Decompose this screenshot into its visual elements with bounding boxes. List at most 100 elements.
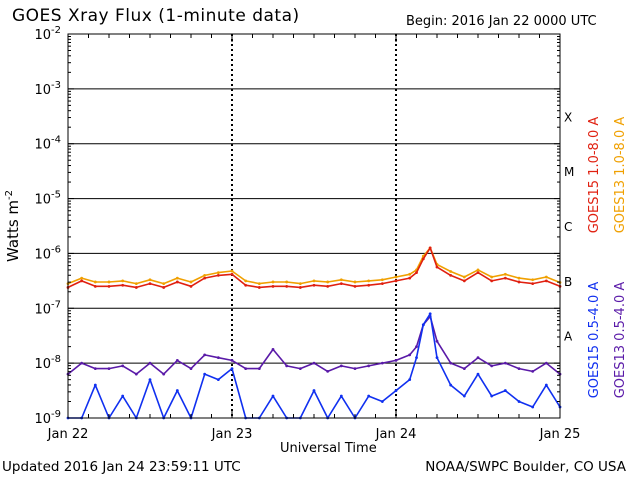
y-tick-label-1e-8: 10-8 — [34, 354, 61, 372]
data-point — [462, 367, 466, 371]
data-point — [93, 280, 97, 284]
data-point — [93, 284, 97, 288]
data-point — [93, 367, 97, 371]
data-point — [531, 282, 535, 285]
data-point — [285, 364, 289, 368]
data-point — [339, 278, 343, 282]
data-point — [428, 312, 432, 316]
data-point — [175, 389, 179, 392]
y-tick-label-1e-9: 10-9 — [34, 409, 61, 427]
data-point — [189, 280, 193, 284]
data-point — [134, 286, 138, 289]
chart-grid — [68, 34, 560, 418]
data-point — [353, 280, 357, 284]
data-point — [312, 389, 316, 392]
data-point — [415, 271, 418, 275]
legend-entry-goes15-0-5-4-0-a: GOES15 0.5-4.0 A — [587, 282, 602, 399]
data-point — [380, 282, 384, 285]
data-point — [490, 275, 494, 279]
data-point — [517, 400, 521, 403]
data-point — [216, 273, 220, 277]
data-point — [394, 359, 398, 362]
data-point — [449, 361, 453, 365]
data-point — [148, 378, 152, 381]
data-point — [107, 284, 111, 288]
data-point — [175, 276, 179, 280]
data-point — [230, 367, 234, 371]
data-point — [203, 273, 207, 277]
series-layer — [66, 246, 562, 420]
data-point — [203, 372, 207, 376]
data-point — [435, 265, 439, 269]
x-tick-label-jan-22: Jan 22 — [47, 427, 89, 442]
y-tick-label-1e-4: 10-4 — [34, 135, 61, 153]
data-point — [257, 282, 261, 285]
data-point — [544, 275, 548, 279]
x-tick-label-jan-24: Jan 24 — [375, 427, 417, 442]
data-point — [230, 269, 234, 273]
data-point — [421, 257, 425, 261]
data-point — [490, 394, 494, 398]
data-point — [503, 276, 507, 280]
data-point — [367, 283, 371, 287]
data-point — [148, 278, 152, 282]
data-point — [244, 367, 248, 371]
flare-class-m: M — [564, 165, 574, 179]
data-point — [326, 369, 330, 373]
data-point — [257, 286, 261, 289]
data-point — [421, 323, 425, 327]
data-point — [428, 246, 432, 250]
data-point — [367, 364, 371, 368]
data-point — [339, 282, 343, 285]
data-point — [312, 361, 316, 365]
x-tick-label-jan-25: Jan 25 — [539, 427, 581, 442]
legend-entry-goes13-1-0-8-0-a: GOES13 1.0-8.0 A — [613, 117, 628, 234]
data-point — [148, 361, 152, 365]
data-point — [339, 364, 343, 368]
data-point — [449, 270, 453, 273]
data-point — [134, 372, 138, 376]
data-point — [326, 284, 330, 288]
data-point — [394, 389, 398, 392]
data-point — [162, 372, 166, 376]
data-point — [162, 282, 166, 285]
data-point — [121, 364, 125, 368]
data-point — [544, 361, 548, 365]
y-tick-label-1e-6: 10-6 — [34, 244, 61, 262]
flare-class-a: A — [564, 330, 573, 344]
data-point — [339, 394, 343, 398]
y-tick-label-1e-5: 10-5 — [34, 190, 61, 208]
data-point — [298, 286, 302, 289]
data-point — [476, 268, 480, 272]
data-point — [298, 282, 302, 285]
data-point — [544, 383, 548, 387]
legend-entry-goes13-0-5-4-0-a: GOES13 0.5-4.0 A — [613, 282, 628, 399]
data-point — [503, 389, 507, 392]
data-point — [415, 345, 418, 349]
data-point — [394, 275, 398, 279]
data-point — [175, 280, 179, 284]
data-point — [503, 272, 507, 276]
data-point — [230, 359, 234, 362]
data-point — [435, 356, 439, 360]
data-point — [408, 378, 412, 381]
data-point — [462, 394, 466, 398]
data-point — [476, 372, 480, 376]
data-point — [394, 279, 398, 283]
data-point — [244, 283, 248, 287]
data-point — [312, 283, 316, 287]
data-point — [326, 280, 330, 284]
data-point — [121, 279, 125, 283]
data-point — [285, 280, 289, 284]
y-tick-label-1e-3: 10-3 — [34, 80, 61, 98]
data-point — [517, 367, 521, 371]
data-point — [353, 284, 357, 288]
data-point — [162, 286, 166, 289]
data-point — [380, 400, 384, 403]
data-point — [517, 280, 521, 284]
data-point — [408, 276, 412, 280]
plot-frame — [67, 33, 561, 419]
data-point — [175, 359, 179, 362]
data-point — [107, 280, 111, 284]
data-point — [462, 275, 466, 279]
